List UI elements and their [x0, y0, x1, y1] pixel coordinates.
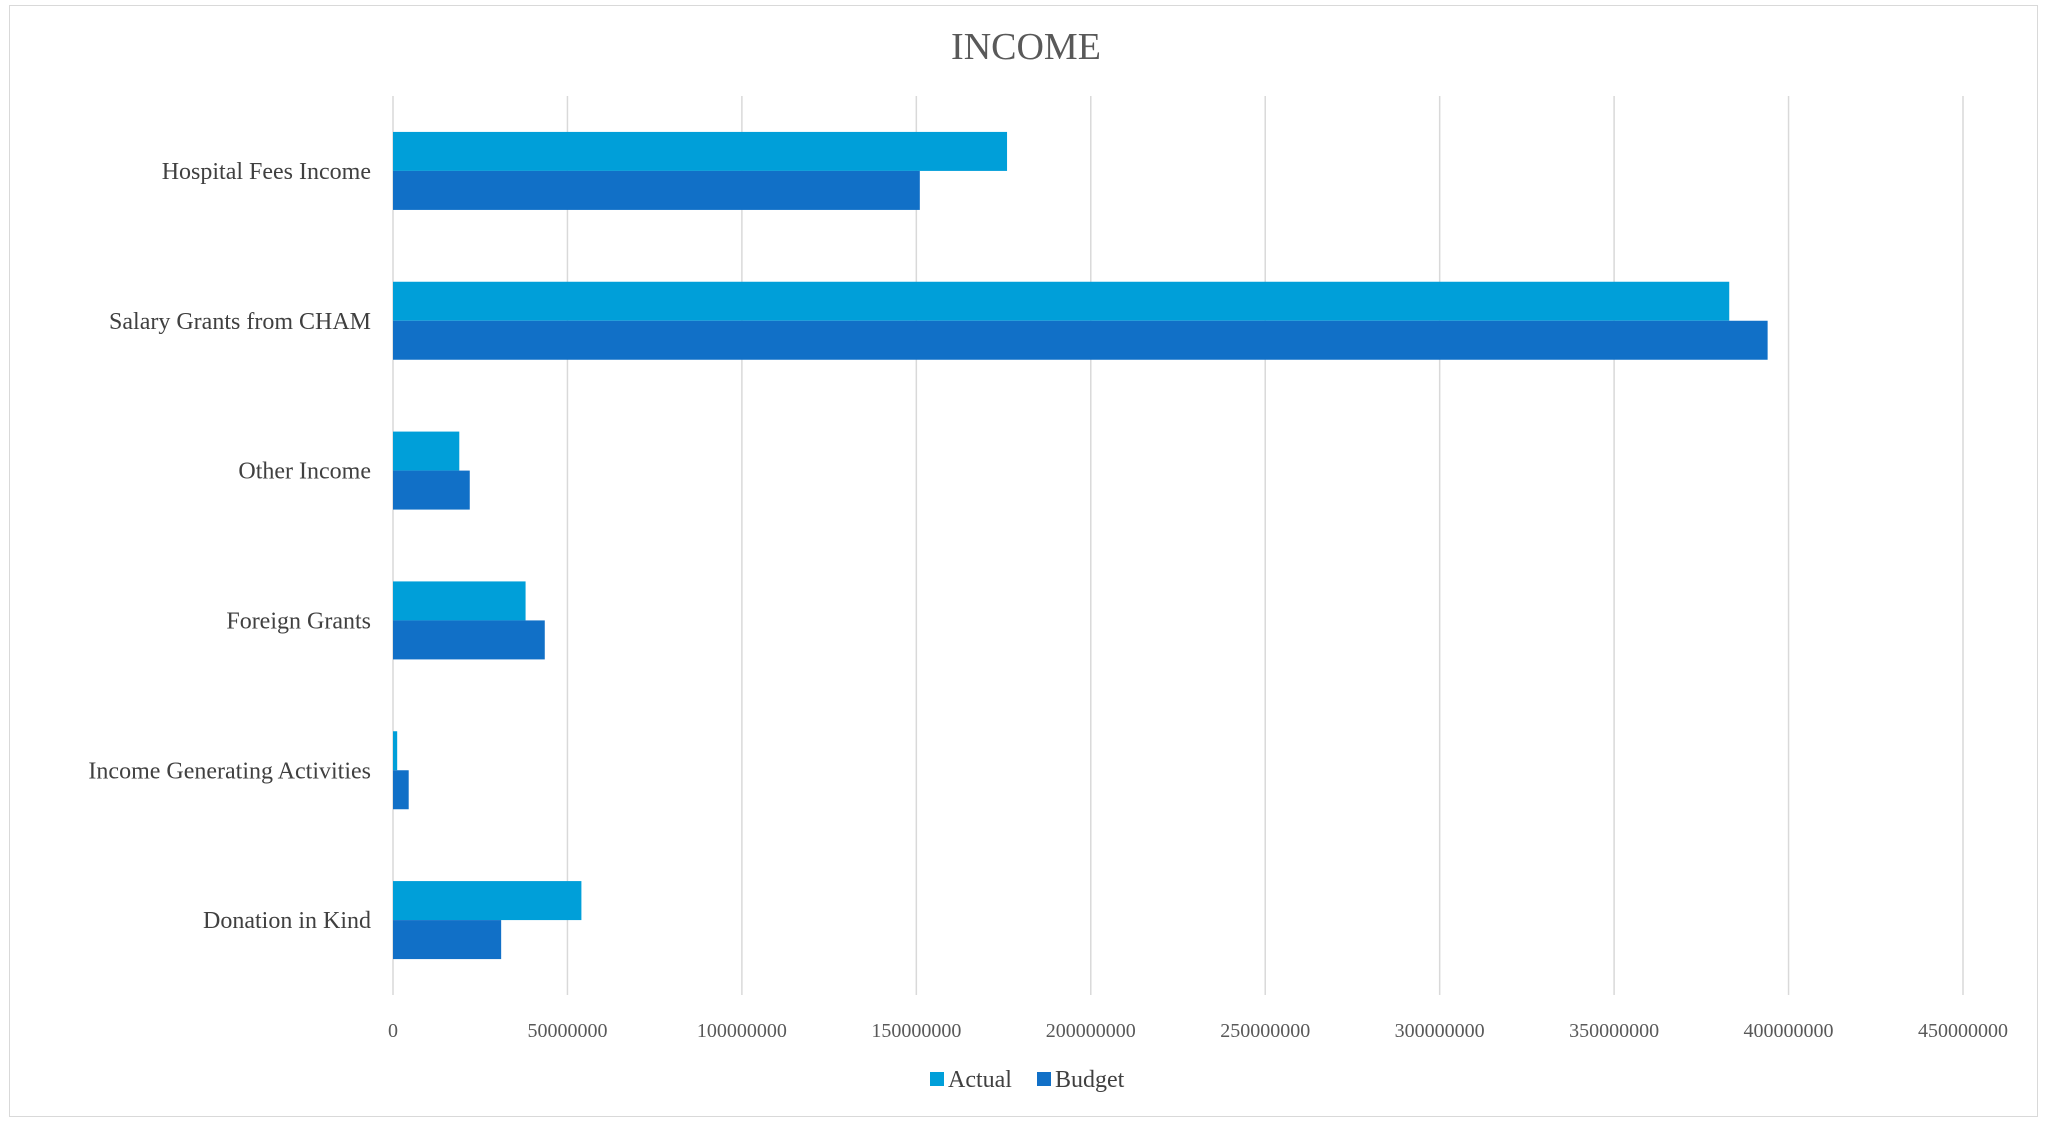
- category-labels: Hospital Fees Income Salary Grants from C…: [88, 159, 371, 934]
- category-label-5: Donation in Kind: [203, 908, 371, 934]
- tick-label-5: 250000000: [1220, 1020, 1310, 1042]
- bar-budget-4: [393, 770, 409, 810]
- legend-label-budget: Budget: [1055, 1067, 1125, 1093]
- tick-label-9: 450000000: [1918, 1020, 2008, 1042]
- bar-actual-3: [393, 581, 526, 621]
- chart-title: INCOME: [951, 26, 1101, 68]
- tick-label-4: 200000000: [1046, 1020, 1136, 1042]
- gridlines: [392, 96, 1964, 995]
- category-label-2: Other Income: [238, 459, 371, 485]
- tick-label-1: 50000000: [527, 1020, 607, 1042]
- legend-swatch-actual: [930, 1072, 944, 1086]
- bar-actual-2: [393, 431, 460, 471]
- tick-label-8: 400000000: [1744, 1020, 1834, 1042]
- bar-actual-4: [393, 731, 398, 771]
- tick-label-6: 300000000: [1395, 1020, 1485, 1042]
- category-label-1: Salary Grants from CHAM: [109, 309, 371, 335]
- chart-frame: [9, 5, 2038, 1117]
- category-label-0: Hospital Fees Income: [162, 159, 371, 185]
- legend: Actual Budget: [930, 1067, 1125, 1093]
- bar-budget-1: [393, 320, 1768, 360]
- category-label-4: Income Generating Activities: [88, 758, 371, 784]
- bar-actual-5: [393, 881, 582, 921]
- bar-actual-0: [393, 131, 1008, 171]
- bar-budget-2: [393, 470, 470, 510]
- tick-label-2: 100000000: [697, 1020, 787, 1042]
- tick-label-0: 0: [388, 1020, 398, 1042]
- bar-budget-0: [393, 170, 920, 210]
- tick-label-3: 150000000: [871, 1020, 961, 1042]
- bar-budget-5: [393, 920, 502, 960]
- x-axis-tick-labels: 0 50000000 100000000 150000000 200000000 2500…: [388, 1020, 2008, 1042]
- legend-swatch-budget: [1037, 1072, 1051, 1086]
- legend-label-actual: Actual: [948, 1067, 1012, 1093]
- bar-actual-1: [393, 281, 1730, 321]
- bars: [393, 131, 1768, 960]
- category-label-3: Foreign Grants: [226, 608, 371, 634]
- tick-label-7: 350000000: [1569, 1020, 1659, 1042]
- bar-budget-3: [393, 620, 545, 660]
